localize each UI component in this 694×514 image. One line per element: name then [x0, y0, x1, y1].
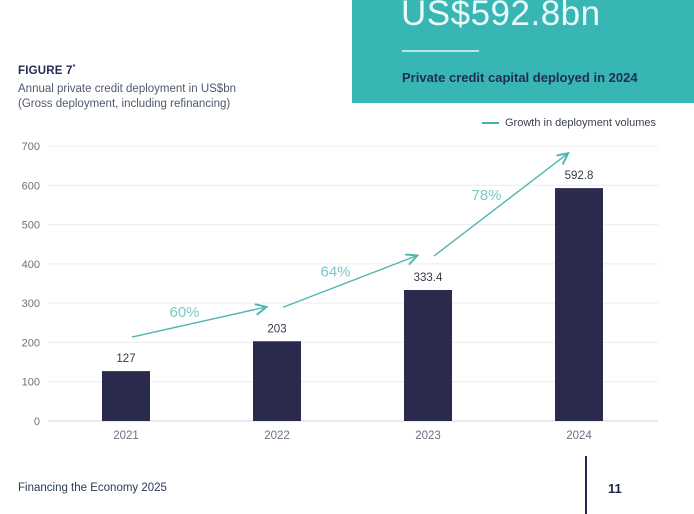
figure-label-text: FIGURE 7	[18, 64, 73, 77]
footer-report-title: Financing the Economy 2025	[18, 482, 167, 494]
x-category-label: 2024	[566, 430, 592, 442]
figure-subtitle: Annual private credit deployment in US$b…	[18, 82, 236, 112]
bar-value-label: 592.8	[565, 170, 594, 182]
headline-rule	[402, 50, 479, 52]
bar	[555, 188, 603, 421]
footer-page-number: 11	[608, 481, 622, 496]
legend-line-swatch	[481, 122, 499, 124]
bar	[253, 341, 301, 421]
bar-value-label: 127	[116, 353, 135, 365]
growth-arrow	[282, 256, 416, 308]
headline-amount: US$592.8bn	[401, 0, 601, 33]
growth-percent-label: 78%	[471, 187, 501, 204]
figure-subtitle-line2: (Gross deployment, including refinancing…	[18, 98, 231, 110]
y-tick-label: 600	[22, 180, 40, 192]
y-tick-label: 700	[22, 141, 40, 153]
growth-arrow	[433, 154, 567, 257]
x-category-label: 2021	[113, 430, 139, 442]
y-tick-label: 300	[22, 298, 40, 310]
y-tick-label: 500	[22, 220, 40, 232]
y-tick-label: 200	[22, 337, 40, 349]
x-category-label: 2023	[415, 430, 441, 442]
growth-percent-label: 64%	[320, 264, 350, 281]
bar	[404, 290, 452, 421]
x-category-label: 2022	[264, 430, 290, 442]
figure-footnote-marker: *	[72, 64, 76, 71]
figure-label: FIGURE 7*	[18, 64, 76, 77]
y-tick-label: 100	[22, 377, 40, 389]
chart-legend: Growth in deployment volumes	[481, 117, 656, 129]
headline-caption: Private credit capital deployed in 2024	[402, 70, 638, 85]
figure-subtitle-line1: Annual private credit deployment in US$b…	[18, 83, 236, 95]
bar-chart: 0 100 200 300 400 500 600 700 127 2021 203 2022 333.…	[22, 141, 658, 442]
footer-divider	[585, 456, 587, 514]
bar-value-label: 333.4	[414, 272, 443, 284]
y-tick-label: 0	[34, 416, 40, 428]
growth-percent-label: 60%	[169, 304, 199, 321]
growth-arrow	[131, 307, 265, 338]
bar-value-label: 203	[267, 323, 286, 335]
y-tick-label: 400	[22, 259, 40, 271]
headline-box: US$592.8bn Private credit capital deploy…	[352, 0, 694, 103]
bar	[102, 371, 150, 421]
legend-label: Growth in deployment volumes	[504, 117, 656, 129]
